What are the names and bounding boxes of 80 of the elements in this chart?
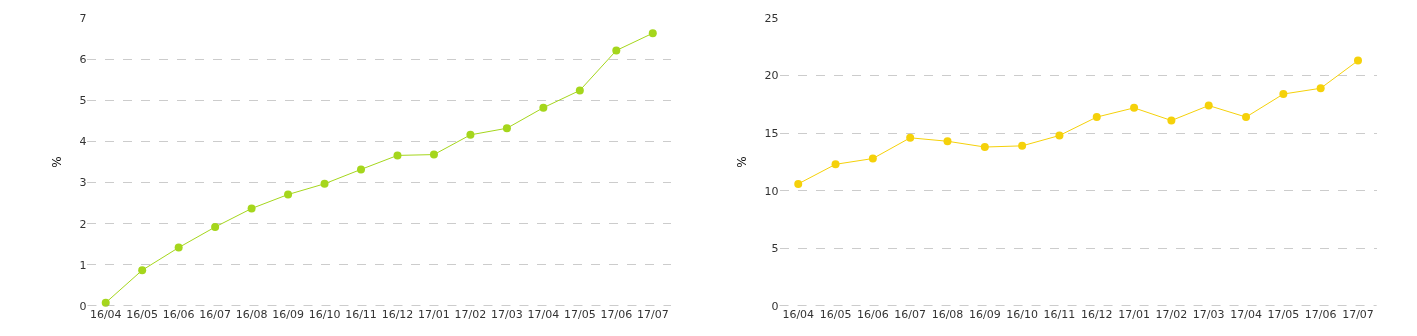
y-tick-label: 1 — [79, 258, 87, 272]
x-tick-label: 16/09 — [272, 308, 304, 321]
point — [393, 151, 402, 160]
x-tick-label: 17/04 — [1230, 308, 1262, 321]
x-tick-label: 17/06 — [600, 308, 633, 321]
x-tick-label: 17/06 — [1304, 308, 1337, 321]
x-tick-label: 16/06 — [162, 308, 195, 321]
x-tick-label: 16/04 — [782, 308, 815, 321]
y-tick-label: 5 — [79, 94, 87, 108]
point — [1204, 101, 1213, 110]
point — [357, 165, 366, 174]
y-tick-label: 25 — [764, 11, 779, 25]
point — [429, 150, 438, 159]
x-tick-label: 16/10 — [308, 308, 341, 321]
x-tick-label: 17/05 — [563, 308, 596, 321]
point — [648, 29, 657, 38]
point — [539, 103, 548, 112]
x-tick-label: 16/05 — [819, 308, 852, 321]
y-tick-label: 20 — [764, 69, 779, 83]
y-tick-label: 0 — [771, 299, 779, 313]
point — [466, 130, 475, 139]
point — [575, 86, 584, 95]
point — [612, 46, 621, 55]
y-tick-label: 10 — [764, 184, 779, 198]
point — [1055, 131, 1064, 140]
point — [1242, 113, 1251, 122]
point — [101, 298, 110, 307]
point — [320, 179, 329, 188]
y-tick-label: 7 — [79, 11, 87, 25]
y-tick-label: 0 — [79, 299, 87, 313]
y-tick-label: 2 — [79, 217, 87, 231]
x-tick-label: 16/05 — [126, 308, 159, 321]
x-tick-label: 17/07 — [1342, 308, 1374, 321]
y-tick-label: 4 — [79, 135, 87, 149]
point — [794, 179, 803, 188]
x-tick-label: 16/06 — [857, 308, 889, 321]
x-tick-label: 16/11 — [1043, 308, 1076, 321]
y-axis-title: % — [49, 156, 64, 168]
x-tick-label: 16/12 — [381, 308, 414, 321]
y-tick-label: 15 — [764, 127, 779, 141]
x-tick-label: 16/11 — [345, 308, 377, 321]
point — [502, 124, 511, 133]
point — [1279, 90, 1288, 99]
point — [980, 143, 989, 152]
x-tick-label: 16/09 — [968, 308, 1001, 321]
point — [1130, 103, 1139, 112]
x-tick-label: 16/07 — [199, 308, 231, 321]
x-tick-label: 17/07 — [636, 308, 669, 321]
point — [174, 243, 183, 252]
x-tick-label: 17/01 — [418, 308, 450, 321]
x-tick-label: 16/08 — [235, 308, 268, 321]
x-tick-label: 17/02 — [454, 308, 487, 321]
point — [868, 154, 877, 163]
point — [1353, 56, 1362, 65]
x-tick-label: 17/04 — [527, 308, 560, 321]
point — [906, 133, 915, 142]
x-tick-label: 16/12 — [1080, 308, 1113, 321]
x-tick-label: 17/02 — [1155, 308, 1188, 321]
point — [943, 137, 952, 146]
y-tick-label: 3 — [79, 176, 87, 190]
x-tick-label: 17/01 — [1118, 308, 1150, 321]
point — [138, 266, 147, 275]
x-tick-label: 17/03 — [1192, 308, 1225, 321]
point — [1316, 84, 1325, 93]
point — [247, 204, 256, 213]
x-tick-label: 16/10 — [1006, 308, 1038, 321]
y-tick-label: 6 — [79, 52, 87, 66]
x-tick-label: 16/08 — [931, 308, 964, 321]
x-tick-label: 16/04 — [89, 308, 122, 321]
x-tick-label: 16/07 — [894, 308, 927, 321]
y-tick-label: 5 — [771, 242, 779, 256]
point — [831, 160, 840, 169]
x-tick-label: 17/03 — [491, 308, 523, 321]
point — [211, 223, 220, 232]
y-axis-title: % — [734, 156, 749, 168]
point — [1167, 116, 1176, 125]
point — [1018, 141, 1027, 150]
point — [1092, 113, 1101, 122]
point — [284, 190, 293, 199]
x-tick-label: 17/05 — [1267, 308, 1300, 321]
